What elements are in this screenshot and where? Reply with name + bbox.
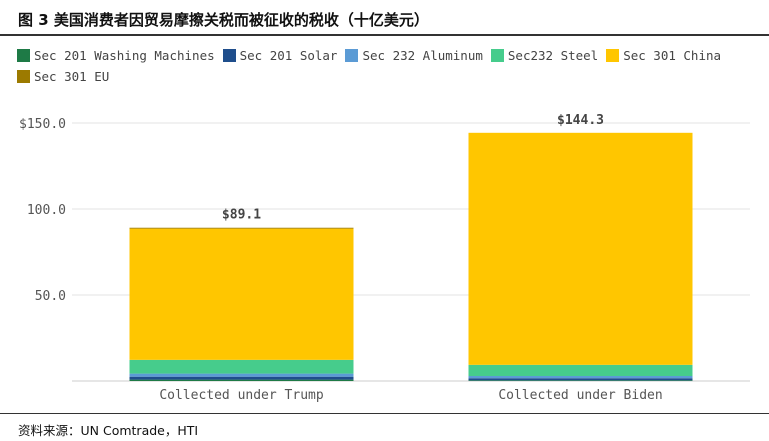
legend-swatch xyxy=(345,49,359,62)
bar-segment xyxy=(129,373,354,377)
bar-segment xyxy=(129,376,354,380)
x-tick-labels: Collected under Trump Collected under Bid… xyxy=(159,388,662,403)
x-tick-label: Collected under Biden xyxy=(498,388,662,403)
legend-swatch xyxy=(606,49,620,62)
bar-segment xyxy=(468,364,693,377)
legend-label: Sec 201 Washing Machines xyxy=(34,48,215,63)
legend-item: Sec 301 EU xyxy=(17,67,109,86)
y-tick-label: 50.0 xyxy=(35,289,66,304)
figure-title: 图 3 美国消费者因贸易摩擦关税而被征收的税收（十亿美元） xyxy=(18,11,429,29)
y-tick-label: $150.0 xyxy=(19,117,66,132)
bars xyxy=(129,132,693,381)
legend-swatch xyxy=(17,49,30,62)
legend-label: Sec232 Steel xyxy=(507,48,599,63)
source-note: 资料来源：UN Comtrade，HTI xyxy=(18,423,199,438)
bar-segment xyxy=(129,379,354,381)
legend-swatch xyxy=(490,49,504,62)
legend-label: Sec 201 Solar xyxy=(239,48,338,63)
legend-label: Sec 301 China xyxy=(623,48,722,63)
legend-item: Sec 301 China xyxy=(606,46,721,65)
bar-segment xyxy=(468,376,693,379)
y-tick-labels: 50.0 100.0 $150.0 xyxy=(19,117,66,304)
title-bar: 图 3 美国消费者因贸易摩擦关税而被征收的税收（十亿美元） xyxy=(0,0,769,36)
bar-segment xyxy=(129,228,354,360)
legend-label: Sec 301 EU xyxy=(34,69,110,84)
legend-swatch xyxy=(222,49,236,62)
bar-segment xyxy=(468,132,693,365)
y-tick-label: 100.0 xyxy=(27,203,66,218)
bar-segment xyxy=(129,227,354,229)
total-label: $144.3 xyxy=(557,113,604,128)
x-tick-label: Collected under Trump xyxy=(159,388,324,403)
chart-legend: Sec 201 Washing Machines Sec 201 Solar Sec… xyxy=(17,46,757,88)
bar-segment xyxy=(468,380,693,381)
legend-item: Sec 201 Solar xyxy=(222,46,338,65)
stacked-bar-chart: 50.0 100.0 $150.0 $89.1 $144.3 Collected un… xyxy=(19,113,750,403)
legend-item: Sec 201 Washing Machines xyxy=(17,46,215,65)
source-bar: 资料来源：UN Comtrade，HTI xyxy=(0,413,769,441)
legend-item: Sec232 Steel xyxy=(490,46,599,65)
bar-segment xyxy=(129,359,354,374)
bar-segment xyxy=(468,378,693,381)
total-label: $89.1 xyxy=(222,208,261,223)
legend-swatch xyxy=(17,70,30,83)
total-labels: $89.1 $144.3 xyxy=(222,113,604,223)
legend-item: Sec 232 Aluminum xyxy=(345,46,483,65)
legend-label: Sec 232 Aluminum xyxy=(362,48,483,63)
